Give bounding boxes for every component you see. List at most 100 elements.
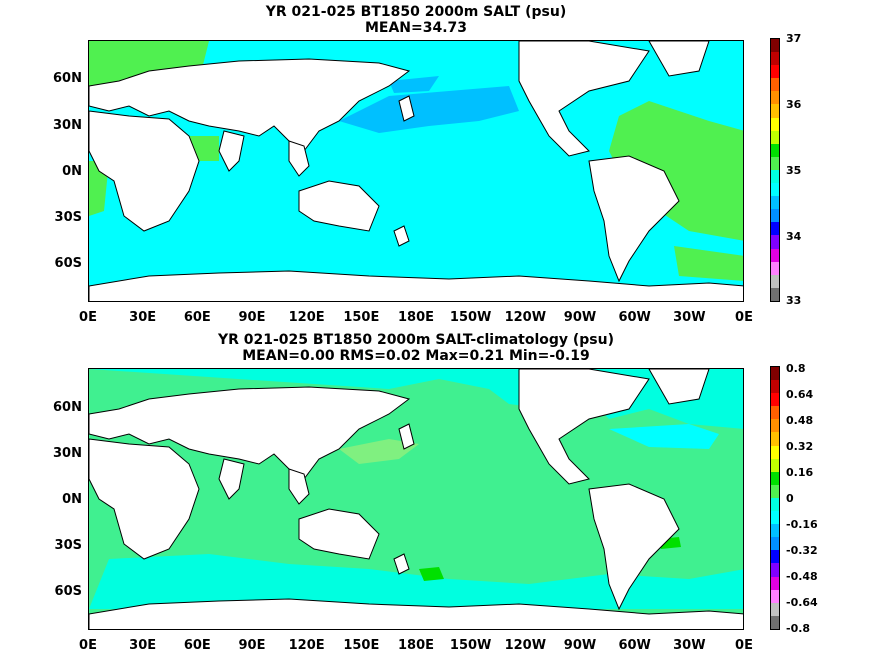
lon-label: 90W: [563, 310, 597, 325]
colorbar-swatch: [771, 156, 779, 170]
land-antarctica: [89, 270, 743, 301]
anomaly-patch: [419, 567, 444, 581]
colorbar-tick: -0.64: [786, 596, 818, 609]
colorbar-swatch: [771, 91, 779, 105]
lon-label: 0E: [79, 638, 97, 653]
lat-label: 60S: [54, 256, 82, 271]
lon-label: 60W: [618, 310, 651, 325]
lon-label: 30E: [129, 310, 157, 325]
lon-label: 120E: [288, 310, 325, 325]
colorbar-swatch: [771, 274, 779, 288]
colorbar-tick: 0.32: [786, 440, 814, 453]
colorbar-tick: 35: [786, 164, 802, 177]
colorbar-tick: 34: [786, 230, 802, 243]
land-seasia: [288, 140, 310, 177]
colorbar-tick: -0.8: [786, 622, 811, 635]
land-australia: [298, 180, 380, 232]
lon-label: 0E: [735, 310, 753, 325]
colorbar-tick: 37: [786, 32, 802, 45]
colorbar-swatch: [771, 117, 779, 131]
land-africa: [89, 438, 200, 560]
colorbar-swatch: [771, 39, 779, 53]
lon-label: 120E: [288, 638, 325, 653]
lon-label: 180E: [397, 310, 435, 325]
colorbar-tick: 0.16: [786, 466, 814, 479]
lon-label: 120W: [504, 310, 547, 325]
colorbar-tick: 0: [786, 492, 794, 505]
colorbar-swatch: [771, 52, 779, 66]
lon-label: 90W: [563, 638, 597, 653]
colorbar-swatch: [771, 419, 779, 433]
lon-label: 150W: [449, 310, 492, 325]
land-greenland: [648, 369, 710, 405]
panel1-title: YR 021-025 BT1850 2000m SALT (psu): [265, 4, 567, 20]
lon-label: 150E: [343, 638, 380, 653]
land-india: [218, 458, 245, 500]
lon-label: 30W: [673, 310, 706, 325]
lon-label: 90E: [238, 638, 266, 653]
colorbar-swatch: [771, 576, 779, 590]
colorbar-swatch: [771, 196, 779, 210]
colorbar-tick: 0.8: [786, 362, 806, 375]
colorbar-swatch: [771, 287, 779, 301]
colorbar-tick: 0.64: [786, 388, 814, 401]
land-australia: [298, 508, 380, 560]
lon-label: 0E: [79, 310, 97, 325]
lat-label: 60S: [54, 584, 82, 599]
land-antarctica: [89, 598, 743, 629]
land-north-america: [518, 369, 650, 485]
land-north-america: [518, 41, 650, 157]
land-greenland: [648, 41, 710, 77]
colorbar-swatch: [771, 602, 779, 616]
lat-label: 30S: [54, 538, 82, 553]
lon-label: 60E: [183, 638, 211, 653]
colorbar-swatch: [771, 589, 779, 603]
colorbar-swatch: [771, 497, 779, 512]
lat-label: 30N: [53, 118, 82, 133]
colorbar-swatch: [771, 537, 779, 551]
colorbar-swatch: [771, 563, 779, 577]
colorbar-swatch: [771, 393, 779, 407]
lat-label: 30N: [53, 446, 82, 461]
salinity-anomaly-map: [88, 368, 744, 630]
colorbar-swatch: [771, 78, 779, 92]
land-africa: [89, 110, 200, 232]
lat-label: 0N: [62, 492, 82, 507]
land-india: [218, 130, 245, 172]
colorbar-swatch: [771, 130, 779, 144]
lon-label: 150W: [449, 638, 492, 653]
colorbar-anomaly: [770, 366, 780, 630]
colorbar-swatch: [771, 432, 779, 446]
colorbar-tick: 36: [786, 98, 802, 111]
colorbar-swatch: [771, 169, 779, 184]
land-newzealand: [393, 553, 410, 575]
colorbar-tick: -0.32: [786, 544, 818, 557]
land-japan: [398, 423, 415, 450]
lon-label: 60W: [618, 638, 651, 653]
land-south-america: [588, 155, 680, 283]
colorbar-swatch: [771, 524, 779, 538]
colorbar-swatch: [771, 471, 779, 485]
land-south-america: [588, 483, 680, 611]
anomaly-patch: [609, 424, 719, 449]
panel2-stats: MEAN=0.00 RMS=0.02 Max=0.21 Min=-0.19: [242, 348, 590, 364]
high-salt-region: [89, 41, 743, 241]
colorbar-swatch: [771, 209, 779, 223]
lon-label: 0E: [735, 638, 753, 653]
colorbar-swatch: [771, 458, 779, 472]
colorbar-swatch: [771, 445, 779, 459]
colorbar-tick: 0.48: [786, 414, 814, 427]
colorbar-swatch: [771, 615, 779, 629]
colorbar-swatch: [771, 235, 779, 249]
colorbar-swatch: [771, 380, 779, 394]
lon-label: 120W: [504, 638, 547, 653]
lat-label: 0N: [62, 164, 82, 179]
colorbar-swatch: [771, 222, 779, 236]
colorbar-tick: -0.16: [786, 518, 818, 531]
colorbar-salt: [770, 38, 780, 302]
low-salt-region: [389, 76, 439, 93]
land-seasia: [288, 468, 310, 505]
anomaly-patch: [89, 554, 743, 609]
low-salt-region: [339, 86, 519, 133]
colorbar-tick: -0.48: [786, 570, 818, 583]
